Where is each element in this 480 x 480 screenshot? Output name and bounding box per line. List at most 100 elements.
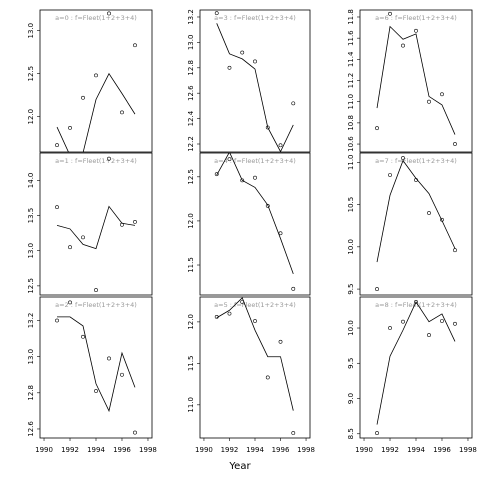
y-tick-label: 11.0 <box>187 397 195 413</box>
data-point <box>278 339 283 344</box>
x-tick-label: 1994 <box>407 446 425 454</box>
y-tick-label: 12.0 <box>187 314 195 330</box>
x-tick-label: 1990 <box>195 446 213 454</box>
data-point <box>265 204 270 208</box>
data-point <box>107 11 111 16</box>
panel-title: a=0 : f=Fleet(1+2+3+4) <box>55 14 137 22</box>
plot-area <box>375 11 457 146</box>
data-point <box>133 219 137 224</box>
data-point <box>440 92 444 97</box>
data-point <box>133 430 137 435</box>
x-tick-label: 1992 <box>381 446 399 454</box>
data-point <box>401 156 405 160</box>
y-tick-label: 13.2 <box>27 313 35 329</box>
y-tick-label: 13.0 <box>27 23 35 39</box>
y-tick-label: 13.0 <box>27 349 35 365</box>
x-tick-label: 1992 <box>61 446 79 454</box>
data-point <box>214 11 219 16</box>
y-tick-label: 12.0 <box>27 109 35 125</box>
data-point <box>81 95 85 100</box>
y-tick-label: 11.4 <box>347 51 355 67</box>
panel-frame <box>359 296 473 439</box>
panel-title: a=6 : f=Fleet(1+2+3+4) <box>375 14 457 22</box>
y-tick-label: 12.5 <box>27 66 35 82</box>
data-point <box>453 248 457 253</box>
data-point <box>440 319 444 323</box>
fitted-line <box>376 25 456 135</box>
y-tick-label: 10.6 <box>347 136 355 152</box>
data-point <box>107 156 111 161</box>
data-point <box>68 126 72 130</box>
y-tick-label: 12.8 <box>187 60 195 76</box>
data-point <box>414 28 418 33</box>
data-point <box>94 288 98 292</box>
panel-title: a=8 : f=Fleet(1+2+3+4) <box>375 301 457 309</box>
data-point <box>240 50 245 55</box>
y-tick-label: 11.5 <box>187 356 195 372</box>
panel-title: a=2 : f=Fleet(1+2+3+4) <box>55 301 137 309</box>
data-point <box>427 99 431 104</box>
y-tick-label: 12.5 <box>187 169 195 185</box>
plot-area <box>214 153 296 291</box>
data-point <box>120 110 124 115</box>
fitted-line <box>376 159 456 263</box>
data-point <box>253 319 257 323</box>
data-point <box>278 143 283 148</box>
data-point <box>253 59 257 64</box>
y-tick-label: 11.0 <box>347 94 355 110</box>
data-point <box>388 326 392 330</box>
data-point <box>68 245 72 250</box>
data-point <box>278 231 283 236</box>
plot-area <box>375 300 457 435</box>
y-tick-label: 8.5 <box>347 428 355 439</box>
fitted-line <box>216 297 294 411</box>
y-tick-label: 13.2 <box>187 9 195 25</box>
data-point <box>427 333 431 337</box>
data-point <box>214 172 219 177</box>
data-point <box>453 142 457 146</box>
x-tick-label: 1996 <box>113 446 131 454</box>
y-tick-label: 11.5 <box>187 257 195 273</box>
data-point <box>227 311 232 316</box>
y-tick-label: 11.2 <box>347 73 355 89</box>
y-tick-label: 12.2 <box>187 136 195 152</box>
x-axis-label: Year <box>228 461 251 472</box>
fitted-line <box>376 301 456 425</box>
data-point <box>94 73 98 78</box>
data-point <box>120 372 124 377</box>
panel-frame <box>39 296 153 439</box>
data-point <box>227 65 232 70</box>
plot-area <box>375 156 457 291</box>
x-tick-label: 1998 <box>459 446 477 454</box>
panel-frame <box>199 296 311 439</box>
y-tick-label: 10.8 <box>347 115 355 131</box>
data-point <box>388 173 392 177</box>
data-point <box>253 175 257 180</box>
data-point <box>375 126 379 131</box>
data-point <box>55 318 59 323</box>
panel-title: a=7 : f=Fleet(1+2+3+4) <box>375 157 457 165</box>
data-point <box>107 356 111 361</box>
data-point <box>388 11 392 16</box>
x-tick-label: 1998 <box>297 446 315 454</box>
y-tick-label: 11.6 <box>347 30 355 46</box>
data-point <box>414 300 418 304</box>
plot-area <box>214 297 296 435</box>
fitted-line <box>216 153 294 274</box>
fitted-line <box>216 23 294 152</box>
y-tick-label: 9.5 <box>347 358 355 369</box>
data-point <box>55 205 59 210</box>
data-point <box>375 431 379 435</box>
plot-area <box>214 11 296 152</box>
y-tick-label: 10.5 <box>347 197 355 213</box>
data-point <box>291 286 296 291</box>
data-point <box>427 211 431 215</box>
x-tick-label: 1994 <box>246 446 264 454</box>
y-tick-label: 13.5 <box>27 208 35 224</box>
y-tick-label: 13.0 <box>187 35 195 51</box>
data-point <box>81 235 85 240</box>
data-point <box>453 321 457 326</box>
y-tick-label: 10.0 <box>347 239 355 255</box>
plot-area <box>55 11 137 152</box>
